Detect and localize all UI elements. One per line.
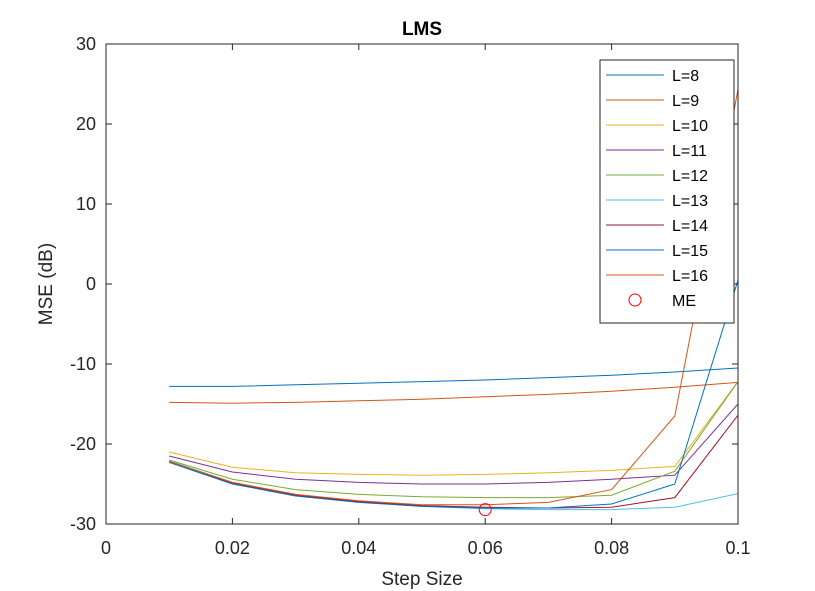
marker-me [478,503,492,517]
series-line-l-11 [169,403,738,485]
y-tick-label: 10 [76,194,96,214]
series-line-l-15 [169,279,738,509]
legend: L=8 L=9 L=10 L=11 L=12 L=13 L=14 L=15 L=16 ME [599,59,735,324]
legend-label: L=16 [672,268,708,285]
series-layer [169,89,738,511]
x-axis-label: Step Size [381,569,462,590]
x-tick-label: 0.04 [341,538,376,558]
y-axis: -30 -20 -10 0 10 20 30 [70,34,738,534]
legend-label: L=11 [672,143,707,160]
series-line-l-14 [169,414,738,509]
legend-label: L=9 [672,93,699,110]
legend-label: L=12 [672,168,708,185]
legend-label: L=10 [672,118,708,135]
x-tick-label: 0 [101,538,111,558]
x-tick-label: 0.08 [594,538,629,558]
y-axis-label: MSE (dB) [36,243,57,325]
y-tick-label: 30 [76,34,96,54]
x-tick-label: 0.06 [468,538,503,558]
chart-title: LMS [402,19,442,40]
legend-label: L=8 [672,68,699,85]
y-tick-label: 0 [86,274,96,294]
legend-marker-swatch [628,293,642,307]
x-tick-label: 0.1 [725,538,750,558]
legend-label: L=13 [672,193,708,210]
legend-box [599,59,735,324]
x-axis: 0 0.02 0.04 0.06 0.08 0.1 [101,44,751,558]
series-line-l-9 [169,381,738,404]
marker-layer [478,503,492,517]
legend-label: L=15 [672,243,708,260]
legend-label: ME [672,293,696,310]
series-line-l-16 [169,89,738,506]
series-line-l-10 [169,381,738,476]
y-tick-label: 20 [76,114,96,134]
x-tick-label: 0.02 [215,538,250,558]
series-line-l-12 [169,381,738,499]
series-line-l-8 [169,367,738,387]
y-tick-label: -20 [70,434,96,454]
y-tick-label: -30 [70,514,96,534]
legend-label: L=14 [672,218,708,235]
legend-entries: L=8 L=9 L=10 L=11 L=12 L=13 L=14 L=15 L=16 ME [606,68,708,310]
y-tick-label: -10 [70,354,96,374]
